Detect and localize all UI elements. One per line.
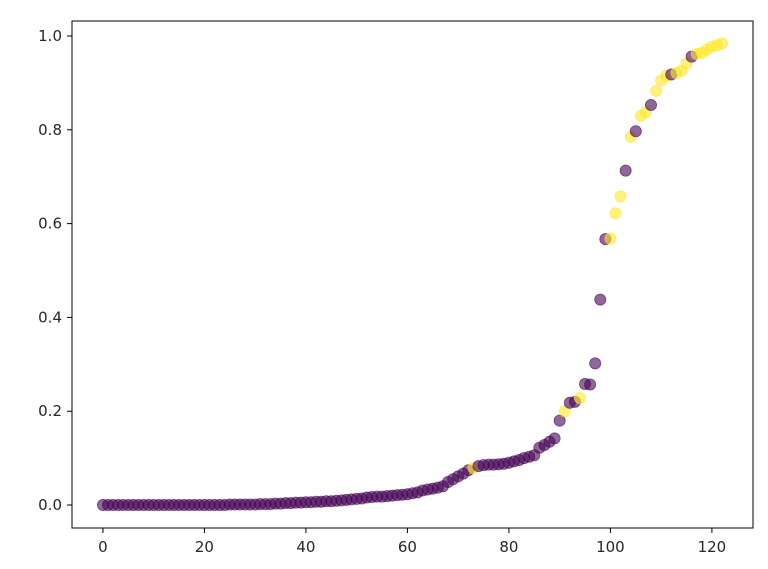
- data-point-100: [604, 232, 617, 245]
- data-point-94: [573, 392, 586, 405]
- plot-frame: [71, 20, 754, 529]
- x-tick-label-5: 100: [596, 538, 625, 556]
- data-point-102: [614, 190, 627, 203]
- data-point-108: [645, 98, 658, 111]
- x-tick-label-3: 60: [398, 538, 417, 556]
- y-axis: 0.0 0.2 0.4 0.6 0.8 1.0: [38, 27, 72, 514]
- x-axis: 0 20 40 60 80 100 120: [98, 528, 726, 556]
- data-point-103: [619, 164, 632, 177]
- y-tick-label-2: 0.4: [38, 308, 62, 326]
- x-tick-label-6: 120: [698, 538, 727, 556]
- y-tick-label-1: 0.2: [38, 402, 62, 420]
- points-layer: [96, 37, 729, 512]
- data-point-96: [584, 378, 597, 391]
- y-tick-label-4: 0.8: [38, 121, 62, 139]
- data-point-97: [589, 357, 602, 370]
- data-point-105: [629, 125, 642, 138]
- x-tick-label-1: 20: [195, 538, 214, 556]
- data-point-98: [594, 293, 607, 306]
- x-tick-label-2: 40: [296, 538, 315, 556]
- x-tick-label-4: 80: [499, 538, 518, 556]
- data-point-122: [716, 37, 729, 50]
- y-tick-label-0: 0.0: [38, 496, 62, 514]
- y-tick-label-3: 0.6: [38, 215, 62, 233]
- data-point-89: [548, 432, 561, 445]
- data-point-101: [609, 207, 622, 220]
- x-tick-label-0: 0: [98, 538, 108, 556]
- data-point-109: [650, 84, 663, 97]
- data-point-90: [553, 414, 566, 427]
- y-tick-label-5: 1.0: [38, 27, 62, 45]
